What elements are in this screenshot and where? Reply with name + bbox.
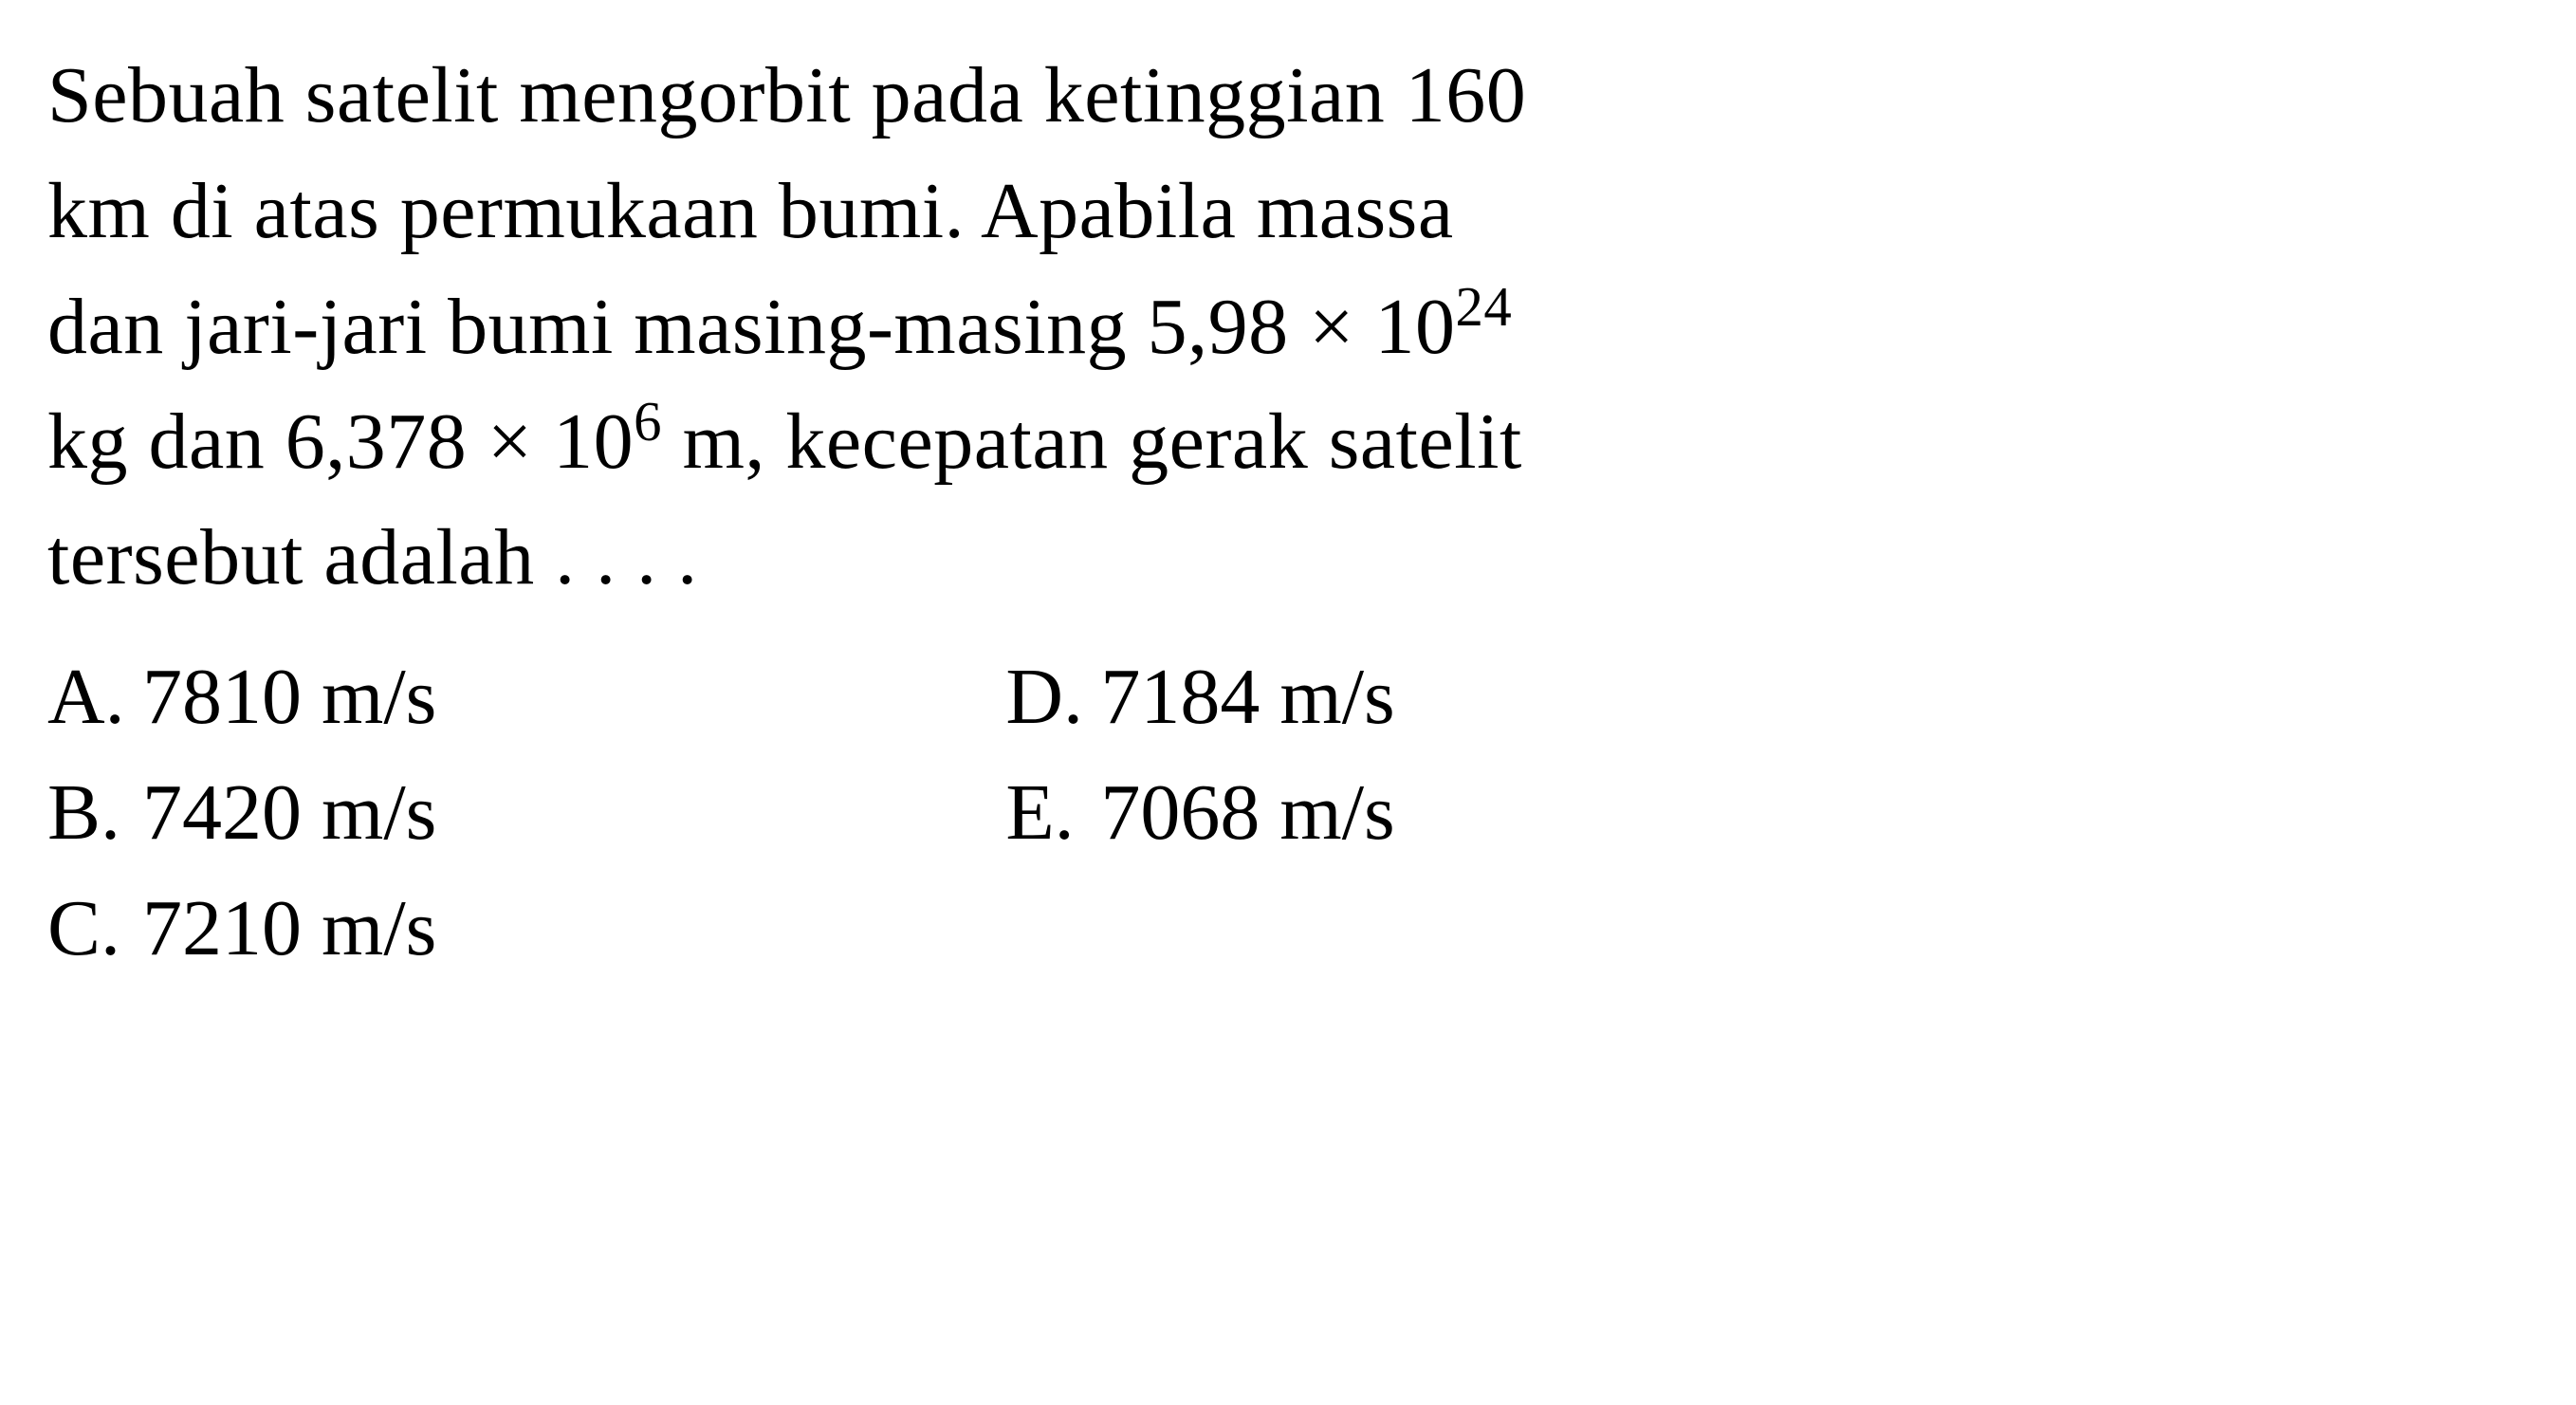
question-line-3-sup: 24 <box>1455 276 1512 338</box>
option-a-value: 7810 m/s <box>142 639 436 755</box>
question-line-4b: m, kecepatan gerak satelit <box>662 397 1522 486</box>
option-c-value: 7210 m/s <box>142 871 436 987</box>
options-column-right: D. 7184 m/s E. 7068 m/s <box>1005 639 1394 986</box>
option-c: C. 7210 m/s <box>47 871 436 987</box>
option-a-letter: A. <box>47 639 142 755</box>
option-d-value: 7184 m/s <box>1100 639 1394 755</box>
option-e-value: 7068 m/s <box>1100 755 1394 871</box>
question-line-4a: kg dan 6,378 × 10 <box>47 397 634 486</box>
question-line-5: tersebut adalah . . . . <box>47 513 698 601</box>
question-line-1: Sebuah satelit mengorbit pada ketinggian… <box>47 51 1526 139</box>
option-d-letter: D. <box>1005 639 1100 755</box>
options-column-left: A. 7810 m/s B. 7420 m/s C. 7210 m/s <box>47 639 436 986</box>
option-b-value: 7420 m/s <box>142 755 436 871</box>
option-c-letter: C. <box>47 871 142 987</box>
option-b-letter: B. <box>47 755 142 871</box>
option-d: D. 7184 m/s <box>1005 639 1394 755</box>
question-text: Sebuah satelit mengorbit pada ketinggian… <box>47 38 2529 616</box>
question-line-3a: dan jari-jari bumi masing-masing 5,98 × … <box>47 283 1455 371</box>
option-a: A. 7810 m/s <box>47 639 436 755</box>
option-e-letter: E. <box>1005 755 1100 871</box>
option-b: B. 7420 m/s <box>47 755 436 871</box>
question-line-2: km di atas permukaan bumi. Apabila massa <box>47 167 1454 255</box>
options-container: A. 7810 m/s B. 7420 m/s C. 7210 m/s D. 7… <box>47 639 2529 986</box>
question-line-4-sup: 6 <box>634 391 662 453</box>
option-e: E. 7068 m/s <box>1005 755 1394 871</box>
